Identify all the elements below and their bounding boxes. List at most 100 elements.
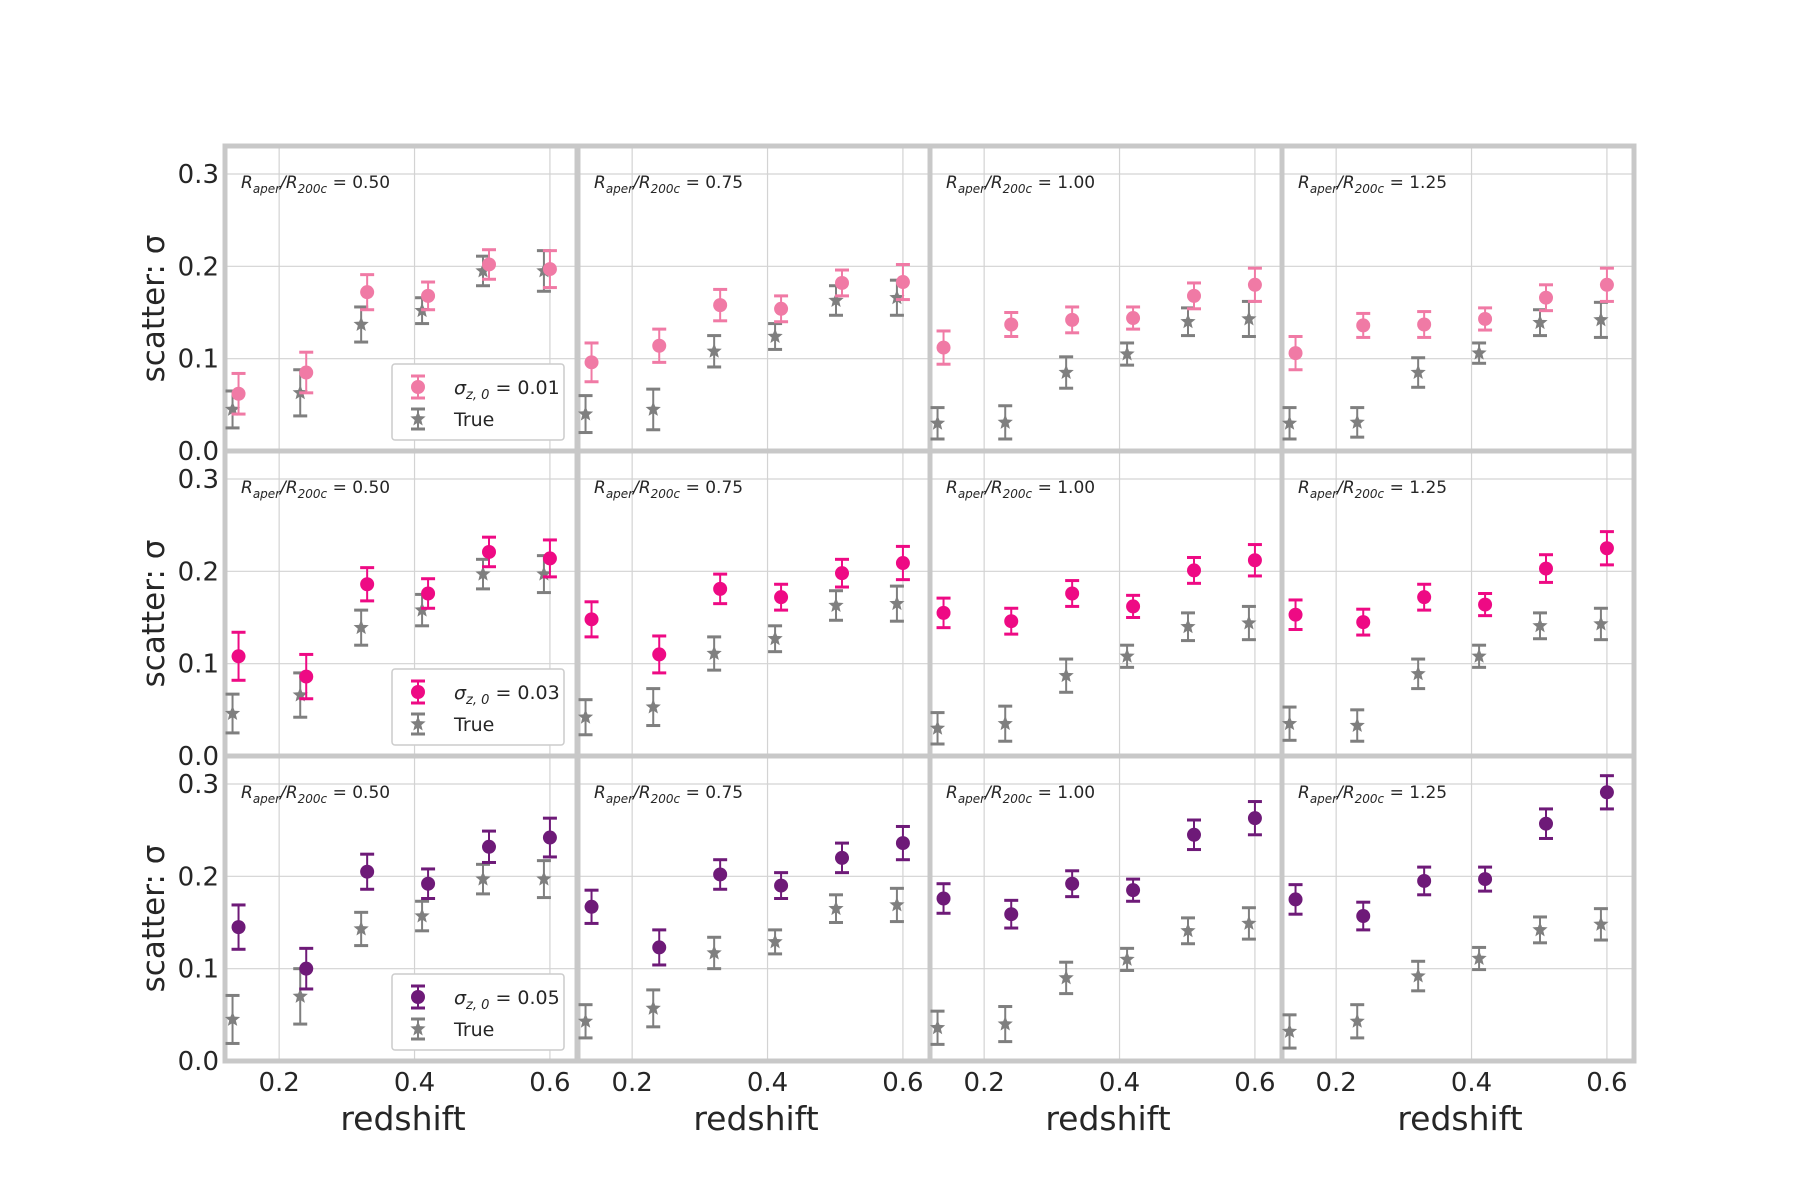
true-point bbox=[224, 1011, 241, 1026]
x-tick-label: 0.2 bbox=[258, 1068, 299, 1098]
photoz-point bbox=[652, 940, 667, 955]
photoz-point bbox=[542, 830, 557, 845]
y-axis-label: scatter: σ bbox=[136, 540, 172, 688]
true-point bbox=[1410, 968, 1426, 983]
true-point bbox=[475, 566, 491, 581]
true-point bbox=[1281, 715, 1298, 731]
true-point bbox=[224, 401, 241, 416]
photoz-point bbox=[1187, 563, 1201, 578]
photoz-point bbox=[1288, 892, 1303, 907]
photoz-point bbox=[1539, 290, 1553, 305]
photoz-point bbox=[1288, 346, 1303, 361]
panel-background bbox=[1282, 146, 1634, 451]
y-tick-label: 0.3 bbox=[178, 770, 219, 800]
true-point bbox=[997, 414, 1013, 429]
panel-label: Raper/R200c = 1.25 bbox=[1298, 783, 1447, 806]
photoz-point bbox=[1247, 811, 1262, 826]
photoz-point bbox=[1356, 615, 1371, 630]
true-point bbox=[414, 908, 430, 923]
photoz-point bbox=[774, 878, 789, 893]
legend-label-true: True bbox=[453, 409, 494, 431]
true-point bbox=[1058, 667, 1074, 683]
true-point bbox=[1119, 951, 1135, 966]
panel-background bbox=[578, 451, 930, 756]
x-axis-label: redshift bbox=[1397, 1099, 1522, 1138]
x-tick-label: 0.6 bbox=[1586, 1068, 1627, 1098]
photoz-point bbox=[421, 876, 436, 891]
photoz-point bbox=[482, 839, 496, 854]
photoz-point bbox=[713, 867, 728, 882]
true-point bbox=[929, 720, 946, 735]
true-point bbox=[475, 262, 491, 278]
true-point bbox=[929, 415, 946, 430]
photoz-point bbox=[835, 850, 849, 865]
x-tick-label: 0.4 bbox=[1099, 1068, 1140, 1098]
legend-label-photoz: σz, 0 = 0.03 bbox=[454, 682, 560, 708]
y-tick-label: 0.2 bbox=[178, 862, 219, 892]
photoz-point bbox=[231, 386, 246, 401]
panel-label: Raper/R200c = 1.00 bbox=[946, 783, 1095, 806]
true-point bbox=[889, 289, 905, 305]
photoz-point bbox=[1417, 590, 1432, 605]
true-point bbox=[1281, 415, 1298, 430]
true-point bbox=[1532, 617, 1548, 633]
panel-background bbox=[930, 451, 1282, 756]
true-point bbox=[997, 715, 1013, 731]
y-tick-label: 0.1 bbox=[178, 345, 219, 375]
photoz-point bbox=[1126, 883, 1141, 898]
photoz-point bbox=[542, 551, 557, 566]
panel-background bbox=[1282, 756, 1634, 1061]
true-point bbox=[353, 316, 369, 331]
photoz-point bbox=[421, 586, 436, 601]
x-tick-label: 0.6 bbox=[882, 1068, 923, 1098]
true-point bbox=[292, 687, 308, 702]
legend-box bbox=[391, 973, 565, 1051]
true-point bbox=[353, 920, 369, 936]
legend-marker-true bbox=[410, 411, 426, 426]
legend-marker-true bbox=[410, 716, 426, 731]
panel-background bbox=[1282, 451, 1634, 756]
x-axis-label: redshift bbox=[1045, 1099, 1170, 1138]
legend: σz, 0 = 0.03 True bbox=[391, 668, 565, 746]
y-tick-label: 0.0 bbox=[178, 437, 219, 467]
y-tick-label: 0.1 bbox=[178, 955, 219, 985]
true-point bbox=[889, 595, 905, 611]
photoz-point bbox=[1478, 872, 1493, 887]
true-point bbox=[1410, 364, 1426, 379]
x-tick-label: 0.2 bbox=[1315, 1068, 1356, 1098]
photoz-point bbox=[652, 647, 667, 662]
photoz-point bbox=[584, 355, 599, 370]
y-tick-label: 0.0 bbox=[178, 1047, 219, 1077]
photoz-point bbox=[542, 262, 557, 277]
true-point bbox=[645, 699, 661, 714]
true-point bbox=[475, 871, 491, 886]
true-point bbox=[929, 1019, 946, 1035]
true-point bbox=[706, 343, 722, 358]
photoz-point bbox=[774, 590, 789, 605]
legend-box bbox=[391, 668, 565, 746]
y-tick-label: 0.1 bbox=[178, 650, 219, 680]
photoz-point bbox=[936, 891, 951, 906]
y-tick-label: 0.3 bbox=[178, 465, 219, 495]
true-point bbox=[1593, 916, 1609, 931]
true-point bbox=[828, 597, 844, 612]
photoz-point bbox=[584, 899, 599, 914]
photoz-point bbox=[1539, 816, 1553, 831]
photoz-point bbox=[1004, 907, 1019, 922]
photoz-point bbox=[1356, 909, 1371, 924]
photoz-point bbox=[299, 961, 314, 976]
panel-label: Raper/R200c = 1.25 bbox=[1298, 173, 1447, 196]
true-point bbox=[645, 1000, 661, 1015]
panel-label: Raper/R200c = 1.00 bbox=[946, 478, 1095, 501]
panel-label: Raper/R200c = 0.50 bbox=[241, 173, 390, 196]
legend-marker-photoz bbox=[411, 380, 425, 394]
true-point bbox=[1180, 922, 1196, 938]
true-point bbox=[1241, 615, 1257, 630]
true-point bbox=[1241, 915, 1257, 930]
photoz-point bbox=[936, 605, 951, 620]
x-tick-label: 0.2 bbox=[963, 1068, 1004, 1098]
photoz-point bbox=[1065, 312, 1080, 327]
photoz-point bbox=[936, 340, 951, 355]
y-tick-label: 0.3 bbox=[178, 160, 219, 190]
